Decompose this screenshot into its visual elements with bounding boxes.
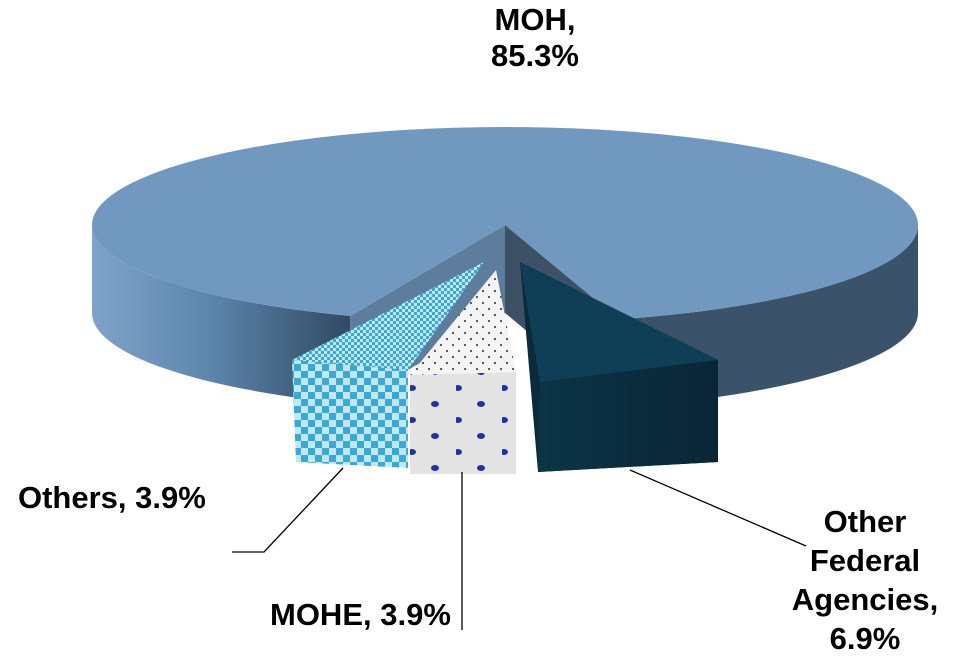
- slice-label-moh: MOH, 85.3%: [491, 2, 579, 73]
- slice-other-federal-agencies: [520, 262, 718, 382]
- slice-other-federal-agencies-front: [538, 360, 718, 472]
- slice-moh: [91, 127, 919, 320]
- slice-label-others: Others, 3.9%: [18, 480, 206, 515]
- slice-others: [292, 262, 484, 370]
- slice-mohe: [410, 270, 516, 375]
- slice-mohe-front: [410, 372, 516, 474]
- slice-others-front: [292, 360, 408, 468]
- leader-line-other-federal-agencies: [629, 469, 807, 547]
- slice-label-mohe: MOHE, 3.9%: [270, 597, 451, 632]
- slice-label-other-federal-agencies: Other Federal Agencies, 6.9%: [791, 504, 939, 656]
- slice-moh-side-left: [92, 225, 351, 404]
- leader-line-others: [232, 467, 344, 553]
